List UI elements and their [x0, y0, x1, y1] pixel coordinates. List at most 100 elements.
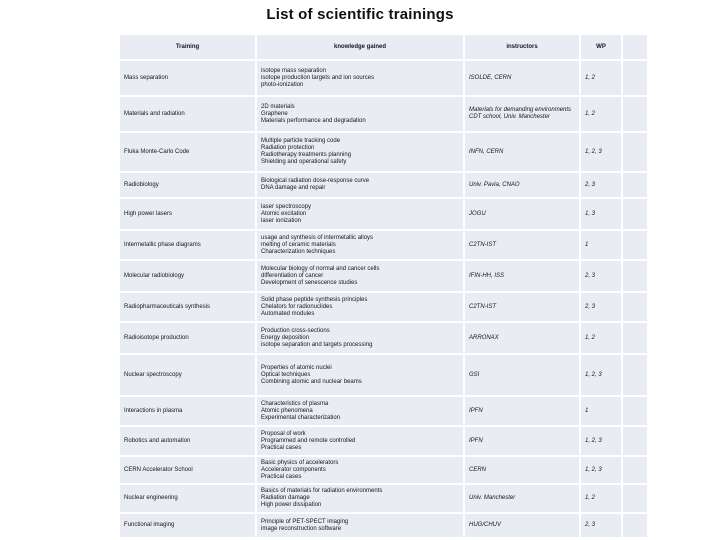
instructors-cell: CERN [465, 457, 579, 483]
wp-cell: 2, 3 [581, 173, 621, 197]
instructor-line: CDT school, Univ. Manchester [469, 114, 550, 120]
knowledge-line: usage and synthesis of intermetallic all… [261, 234, 374, 241]
empty-cell [623, 514, 647, 537]
empty-cell [623, 397, 647, 425]
knowledge-line: Programmed and remote controlled [261, 437, 356, 444]
instructors-cell: C2TN-IST [465, 293, 579, 321]
wp-cell: 1, 2, 3 [581, 427, 621, 455]
knowledge-line: laser ionization [261, 217, 302, 224]
table-row: High power lasers laser spectroscopy Atomi… [120, 199, 647, 229]
instructors-cell: IFIN-HH, ISS [465, 261, 579, 291]
knowledge-gained-cell: Basics of materials for radiation enviro… [257, 485, 463, 512]
instructor-line: HUG/CHUV [469, 522, 502, 528]
knowledge-line: Practical cases [261, 473, 302, 480]
knowledge-line: Automated modules [261, 310, 315, 317]
knowledge-line: Materials performance and degradation [261, 117, 366, 124]
knowledge-line: differentiation of cancer [261, 272, 324, 279]
instructors-cell: IPFN [465, 427, 579, 455]
training-cell: Materials and radiation [120, 97, 255, 131]
table-row: CERN Accelerator School Basic physics of … [120, 457, 647, 483]
empty-cell [623, 199, 647, 229]
wp-cell: 1, 2 [581, 323, 621, 353]
knowledge-line: Development of senescence studies [261, 279, 358, 286]
instructors-cell: ARRONAX [465, 323, 579, 353]
instructor-line: Univ. Manchester [469, 495, 516, 501]
knowledge-gained-cell: isotope mass separation isotope productio… [257, 61, 463, 95]
instructors-cell: C2TN-IST [465, 231, 579, 259]
knowledge-line: Multiple particle tracking code [261, 138, 341, 144]
trainings-table: Training knowledge gained instructors WP… [118, 33, 649, 539]
knowledge-gained-cell: 2D materials Graphene Materials performanc… [257, 97, 463, 131]
empty-cell [623, 293, 647, 321]
col-header-wp: WP [581, 35, 621, 59]
instructor-line: IPFN [469, 407, 483, 414]
wp-cell: 1, 3 [581, 199, 621, 229]
instructors-cell: Univ. Manchester [465, 485, 579, 512]
col-header-knowledge-gained: knowledge gained [257, 35, 463, 59]
knowledge-line: Atomic excitation [261, 210, 307, 217]
instructor-line: INFN, CERN [469, 148, 504, 155]
knowledge-line: Radiation damage [261, 495, 310, 501]
table-row: Functional imaging Principle of PET-SPECT… [120, 514, 647, 537]
knowledge-line: Radiation protection [261, 145, 315, 151]
table-row: Nuclear engineering Basics of materials f… [120, 485, 647, 512]
instructors-cell: GSI [465, 355, 579, 395]
wp-cell: 1 [581, 397, 621, 425]
training-cell: Molecular radiobiology [120, 261, 255, 291]
instructor-line: IFIN-HH, ISS [469, 272, 505, 279]
knowledge-line: Shielding and operational safety [261, 159, 347, 165]
wp-cell: 2, 3 [581, 261, 621, 291]
knowledge-gained-cell: laser spectroscopy Atomic excitation laser… [257, 199, 463, 229]
knowledge-line: Energy deposition [261, 334, 310, 341]
wp-cell: 1, 2, 3 [581, 457, 621, 483]
knowledge-line: Optical techniques [261, 371, 311, 378]
empty-cell [623, 323, 647, 353]
training-cell: Interactions in plasma [120, 397, 255, 425]
knowledge-gained-cell: Biological radiation dose-response curve… [257, 173, 463, 197]
knowledge-line: Radiotherapy treatments planning [261, 152, 352, 158]
knowledge-gained-cell: Proposal of work Programmed and remote co… [257, 427, 463, 455]
wp-cell: 2, 3 [581, 293, 621, 321]
empty-cell [623, 457, 647, 483]
empty-cell [623, 97, 647, 131]
empty-cell [623, 133, 647, 171]
knowledge-line: melting of ceramic materials [261, 241, 336, 248]
knowledge-line: laser spectroscopy [261, 203, 312, 210]
knowledge-line: Chelators for radionuclides [261, 303, 333, 310]
table-header-row: Training knowledge gained instructors WP [120, 35, 647, 59]
knowledge-line: Properties of atomic nuclei [261, 364, 332, 371]
training-cell: Radiobiology [120, 173, 255, 197]
training-cell: Radiopharmaceuticals synthesis [120, 293, 255, 321]
knowledge-line: isotope mass separation [261, 67, 327, 74]
instructors-cell: Univ. Pavia, CNAO [465, 173, 579, 197]
table-row: Nuclear spectroscopy Properties of atomic… [120, 355, 647, 395]
knowledge-line: Atomic phenomena [261, 407, 313, 414]
knowledge-line: Combining atomic and nuclear beams [261, 378, 362, 385]
training-cell: Nuclear spectroscopy [120, 355, 255, 395]
instructor-line: Materials for demanding environments [469, 107, 572, 113]
knowledge-line: Basics of materials for radiation enviro… [261, 488, 383, 494]
knowledge-line: isotope separation and targets processin… [261, 341, 373, 348]
wp-cell: 1, 2, 3 [581, 355, 621, 395]
knowledge-line: Biological radiation dose-response curve [261, 178, 370, 184]
table-row: Intermetallic phase diagrams usage and sy… [120, 231, 647, 259]
knowledge-gained-cell: usage and synthesis of intermetallic all… [257, 231, 463, 259]
instructors-cell: INFN, CERN [465, 133, 579, 171]
instructors-cell: JOGU [465, 199, 579, 229]
instructor-line: ARRONAX [469, 334, 499, 341]
empty-cell [623, 173, 647, 197]
knowledge-line: 2D materials [261, 103, 295, 110]
training-cell: Mass separation [120, 61, 255, 95]
knowledge-line: Graphene [261, 110, 288, 117]
knowledge-line: Experimental characterization [261, 414, 341, 421]
table-row: Robotics and automation Proposal of work P… [120, 427, 647, 455]
knowledge-line: photo-ionization [261, 81, 304, 88]
table-row: Fluka Monte-Carlo Code Multiple particle … [120, 133, 647, 171]
empty-cell [623, 61, 647, 95]
col-header-instructors: instructors [465, 35, 579, 59]
instructor-line: IPFN [469, 437, 483, 444]
knowledge-gained-cell: Molecular biology of normal and cancer c… [257, 261, 463, 291]
knowledge-line: DNA damage and repair [261, 185, 326, 191]
knowledge-line: isotope production targets and ion sourc… [261, 74, 375, 81]
page-title: List of scientific trainings [266, 6, 454, 23]
